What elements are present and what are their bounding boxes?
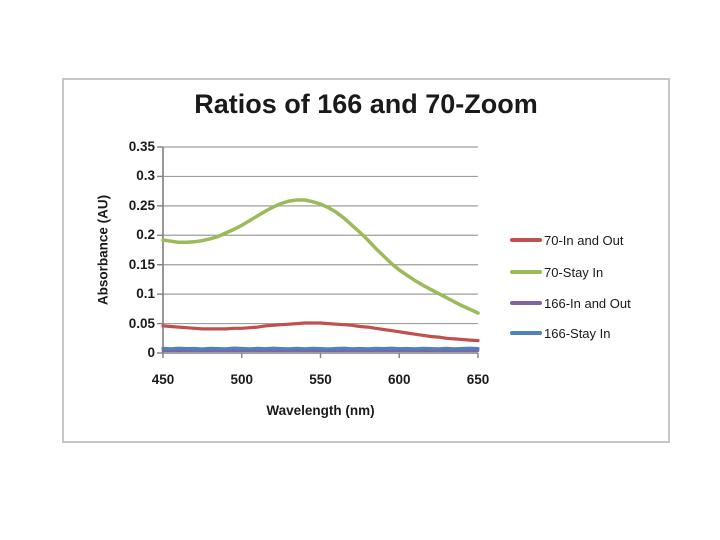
legend-line-icon	[510, 270, 542, 274]
x-tick-label: 650	[466, 372, 490, 387]
series-line-70-stay-in	[161, 198, 480, 315]
x-tick-label: 500	[230, 372, 254, 387]
legend-item-70-in-and-out: 70-In and Out	[510, 232, 624, 248]
legend-item-70-stay-in: 70-Stay In	[510, 264, 603, 280]
y-tick-label: 0.05	[128, 315, 155, 331]
y-tick-label: 0.35	[128, 139, 155, 154]
legend-label: 70-Stay In	[544, 264, 604, 280]
legend-item-166-stay-in: 166-Stay In	[510, 325, 611, 341]
y-tick-label: 0.2	[136, 227, 155, 243]
legend-line-icon	[510, 301, 542, 305]
x-axis-title: Wavelength (nm)	[266, 403, 375, 418]
chart-title: Ratios of 166 and 70-Zoom	[194, 89, 538, 119]
x-tick-label: 550	[309, 372, 332, 387]
legend-line-icon	[510, 331, 542, 335]
y-tick-label: 0	[147, 345, 155, 360]
series-line-70-in-and-out	[161, 321, 480, 343]
legend-line-icon	[510, 238, 542, 242]
legend-label: 166-Stay In	[544, 325, 611, 341]
y-tick-label: 0.1	[136, 286, 155, 302]
y-tick-label: 0.15	[128, 256, 155, 272]
x-tick-label: 600	[387, 372, 411, 387]
y-tick-label: 0.25	[128, 197, 155, 213]
y-tick-label: 0.3	[136, 168, 155, 184]
legend-item-166-in-and-out: 166-In and Out	[510, 295, 631, 311]
legend-label: 166-In and Out	[544, 295, 631, 311]
x-tick-label: 450	[151, 372, 175, 387]
legend-label: 70-In and Out	[544, 232, 624, 248]
series-line-166-stay-in	[161, 346, 480, 351]
